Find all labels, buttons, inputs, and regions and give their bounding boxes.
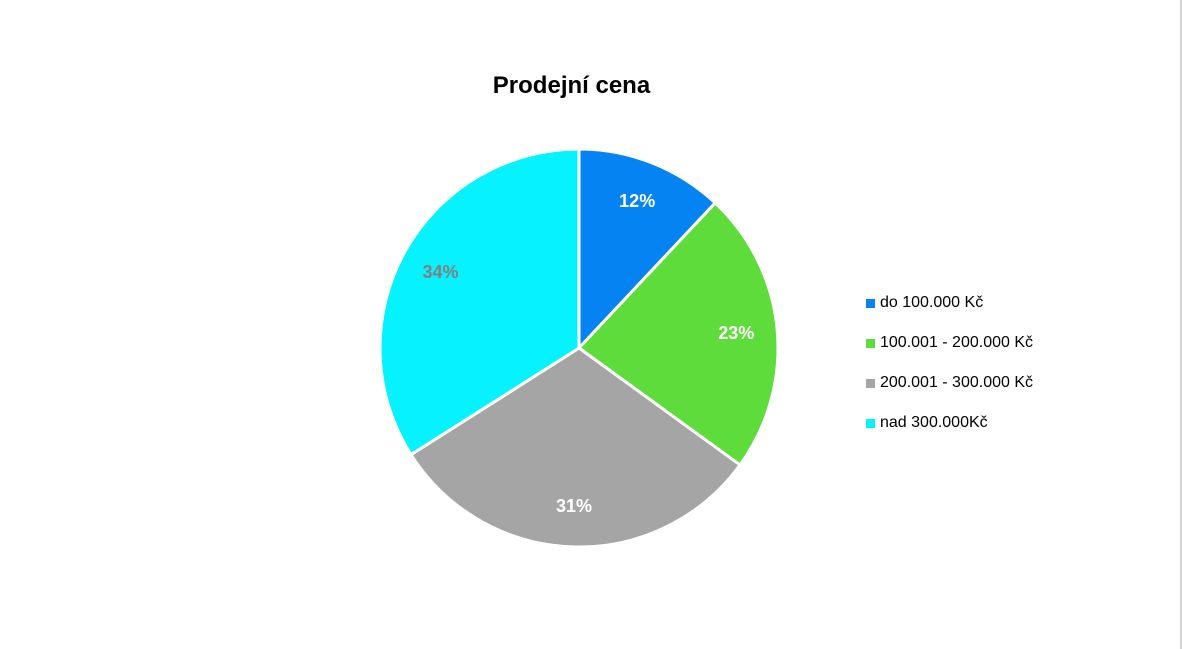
legend-item-do-100-000-k: do 100.000 Kč: [866, 283, 1033, 323]
pie-slices: [378, 147, 780, 549]
legend-swatch: [866, 338, 875, 348]
legend-item-200-001-300-000-k: 200.001 - 300.000 Kč: [866, 363, 1033, 403]
pie-slice-nad-300-000k: [378, 147, 581, 457]
pie-data-labels: 12% 23% 31% 34%: [422, 191, 754, 516]
legend-swatch: [866, 418, 875, 428]
right-edge-border: [1180, 0, 1182, 649]
legend-label: nad 300.000Kč: [880, 414, 988, 431]
data-label-nad-300-000k: 34%: [422, 262, 458, 282]
legend-swatch: [866, 378, 875, 388]
legend-item-100-001-200-000-k: 100.001 - 200.000 Kč: [866, 323, 1033, 363]
legend-label: 100.001 - 200.000 Kč: [880, 334, 1034, 351]
pie-slice-100-001-200-000-k: [577, 201, 780, 467]
legend-item-nad-300-000k: nad 300.000Kč: [866, 403, 1033, 443]
legend-label: 200.001 - 300.000 Kč: [880, 374, 1034, 391]
data-label-200-001-300-000-k: 31%: [556, 496, 592, 516]
chart-legend: do 100.000 Kč 100.001 - 200.000 Kč 200.001…: [866, 283, 1033, 443]
data-label-100-001-200-000-k: 23%: [718, 323, 754, 343]
pie-slice-do-100-000-k: [577, 147, 717, 350]
legend-label: do 100.000 Kč: [880, 294, 984, 311]
pie-slice-200-001-300-000-k: [409, 346, 742, 549]
data-label-do-100-000-k: 12%: [619, 191, 655, 211]
legend-swatch: [866, 298, 875, 308]
chart-title: Prodejní cena: [492, 72, 651, 99]
